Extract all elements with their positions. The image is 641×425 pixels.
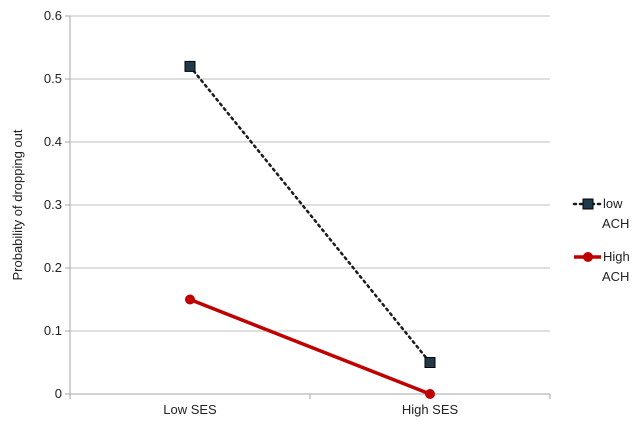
y-tick-label: 0.4 — [44, 134, 62, 149]
legend-swatch-marker — [582, 198, 594, 210]
y-axis-label: Probability of dropping out — [10, 129, 25, 280]
y-tick-label: 0 — [55, 386, 62, 401]
y-tick-label: 0.1 — [44, 323, 62, 338]
y-tick-label: 0.5 — [44, 71, 62, 86]
legend-label: High — [603, 249, 630, 264]
series-line — [189, 297, 431, 396]
series-layer — [184, 60, 436, 399]
y-tick-label: 0.2 — [44, 260, 62, 275]
legend-entry: High ACH — [574, 249, 630, 284]
data-point — [424, 357, 436, 368]
legend-label: ACH — [602, 269, 629, 284]
legend-label: low — [603, 196, 623, 211]
data-point — [184, 60, 196, 72]
x-tick-labels: Low SES High SES — [163, 402, 458, 417]
legend-swatch-marker — [583, 252, 593, 262]
legend-label: ACH — [602, 216, 629, 231]
axes — [65, 15, 551, 399]
data-point — [425, 389, 435, 399]
series-line — [188, 65, 432, 364]
y-tick-label: 0.3 — [44, 197, 62, 212]
y-tick-labels: 0 0.1 0.2 0.3 0.4 0.5 0.6 — [44, 8, 62, 401]
x-tick-label: High SES — [402, 402, 459, 417]
series-low-ach — [184, 60, 436, 368]
legend-entry: low ACH — [572, 196, 629, 231]
data-point — [185, 294, 195, 305]
legend: low ACH High ACH — [572, 196, 630, 284]
series-high-ach — [185, 294, 435, 399]
gridlines — [70, 15, 550, 332]
x-tick-label: Low SES — [163, 402, 217, 417]
y-tick-label: 0.6 — [44, 8, 62, 23]
